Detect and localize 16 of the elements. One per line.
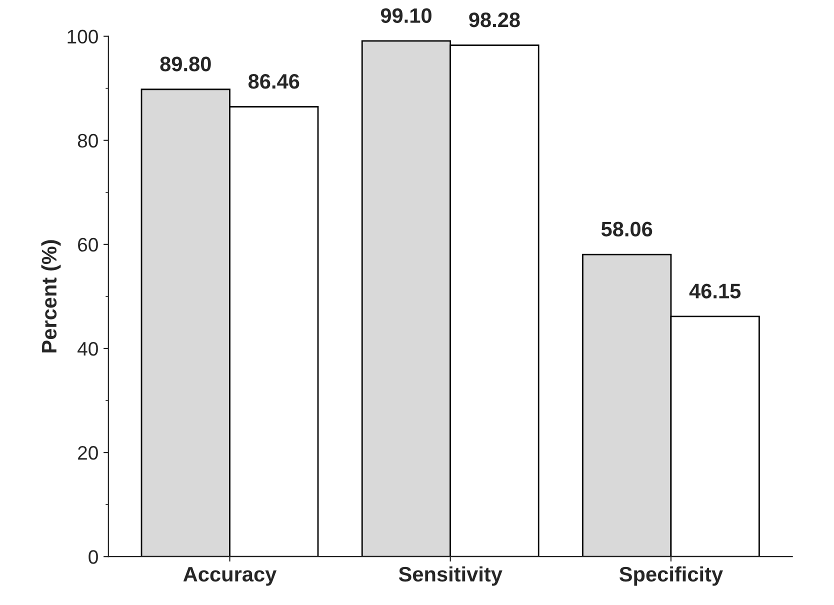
data-label: 89.80: [160, 56, 211, 72]
x-tick-label: Accuracy: [183, 567, 277, 586]
y-tick-label: 80: [78, 134, 98, 148]
y-tick-label: 40: [78, 342, 98, 356]
y-tick-label: 20: [78, 446, 98, 460]
y-tick-label: 0: [88, 550, 98, 564]
data-label: 98.28: [469, 12, 520, 28]
data-label: 58.06: [601, 222, 652, 237]
data-label: 46.15: [689, 284, 741, 298]
x-tick-label: Specificity: [619, 566, 723, 586]
data-label: 99.10: [380, 8, 432, 23]
y-tick-label: 100: [68, 30, 98, 44]
data-label: 86.46: [248, 74, 300, 89]
y-tick-label: 60: [78, 238, 98, 252]
y-axis-title: Percent (%): [41, 240, 61, 352]
x-tick-label: Sensitivity: [398, 566, 502, 586]
